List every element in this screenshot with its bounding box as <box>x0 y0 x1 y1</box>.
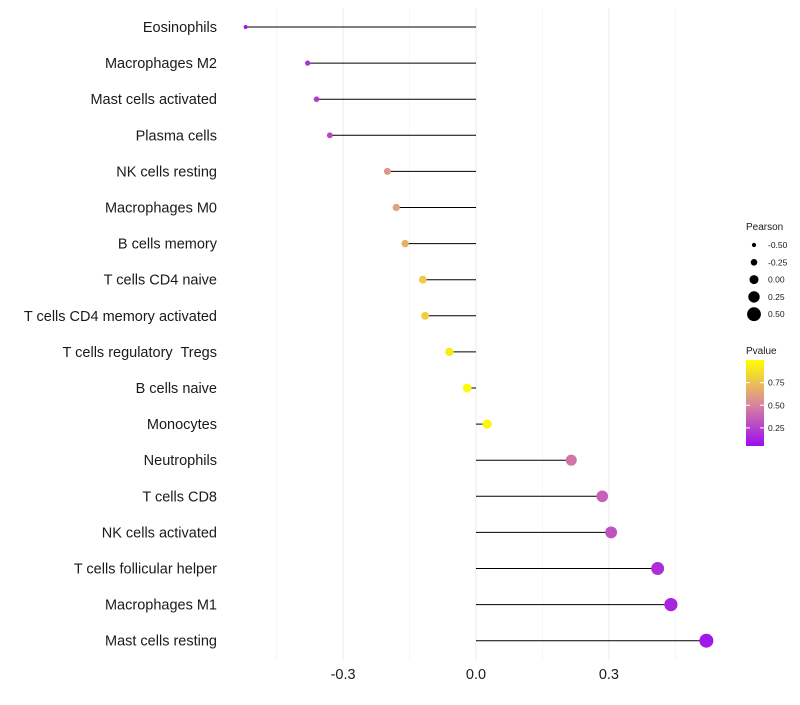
category-label: Macrophages M0 <box>105 201 217 217</box>
lollipop-point <box>243 25 248 29</box>
lollipop-point <box>699 633 714 648</box>
size-legend-label: -0.50 <box>768 240 788 250</box>
size-legend-key <box>747 307 761 322</box>
lollipop-point <box>462 383 472 393</box>
category-label: T cells CD4 memory activated <box>24 309 217 325</box>
x-tick-label: 0.3 <box>599 667 619 683</box>
size-legend-key <box>751 242 757 248</box>
colorbar-label: 0.75 <box>768 378 785 388</box>
category-label-layer: Eosinophils Macrophages M2 Mast cells acti… <box>24 20 218 650</box>
lollipop-point <box>421 311 429 320</box>
category-label: Neutrophils <box>144 453 217 469</box>
lollipop-point <box>565 454 577 466</box>
lollipop-point <box>383 167 391 175</box>
category-label: T cells follicular helper <box>74 562 217 578</box>
color-legend-title: Pvalue <box>746 346 777 357</box>
lollipop-point <box>605 526 618 539</box>
category-label: T cells regulatory Tregs <box>63 345 217 361</box>
x-tick-label: -0.3 <box>331 667 356 683</box>
x-axis-tick-layer: -0.3 0.0 0.3 <box>331 667 619 683</box>
lollipop-point <box>445 347 454 357</box>
category-label: Eosinophils <box>143 20 217 36</box>
pvalue-colorbar <box>746 360 764 446</box>
lollipop-point <box>304 60 311 66</box>
lollipop-point <box>313 96 320 102</box>
lollipop-point <box>401 239 409 248</box>
category-label: Mast cells activated <box>90 92 217 108</box>
size-legend-key <box>748 291 760 303</box>
lollipop-point <box>651 562 665 575</box>
size-legend-label: -0.25 <box>768 257 788 267</box>
color-legend: Pvalue 0.75 0.50 0.25 <box>746 346 785 446</box>
stem-layer <box>245 26 707 642</box>
lollipop-point <box>392 203 400 212</box>
size-legend-label: 0.25 <box>768 292 785 302</box>
category-label: B cells memory <box>118 237 218 253</box>
lollipop-point <box>482 419 492 429</box>
category-label: B cells naive <box>136 381 217 397</box>
category-label: Mast cells resting <box>105 634 217 650</box>
category-label: T cells CD8 <box>142 489 217 505</box>
category-label: NK cells resting <box>116 164 217 180</box>
category-label: Macrophages M1 <box>105 598 217 614</box>
lollipop-point <box>664 597 678 612</box>
category-label: T cells CD4 naive <box>104 273 217 289</box>
lollipop-point <box>596 490 609 503</box>
size-legend-key <box>749 275 759 285</box>
size-legend-label: 0.50 <box>768 309 785 319</box>
size-legend: Pearson -0.50 -0.25 0.00 0.25 0.50 <box>746 222 788 322</box>
point-layer <box>243 25 714 648</box>
category-label: Monocytes <box>147 417 217 433</box>
category-label: Macrophages M2 <box>105 56 217 72</box>
colorbar-label: 0.25 <box>768 423 785 433</box>
colorbar-label: 0.50 <box>768 400 785 410</box>
size-legend-key <box>750 259 758 266</box>
size-legend-label: 0.00 <box>768 275 785 285</box>
lollipop-point <box>418 275 427 284</box>
category-label: Plasma cells <box>136 128 217 144</box>
grid-layer <box>276 8 676 660</box>
x-tick-label: 0.0 <box>466 667 486 683</box>
size-legend-title: Pearson <box>746 222 783 233</box>
category-label: NK cells activated <box>102 525 217 541</box>
lollipop-point <box>326 132 333 139</box>
